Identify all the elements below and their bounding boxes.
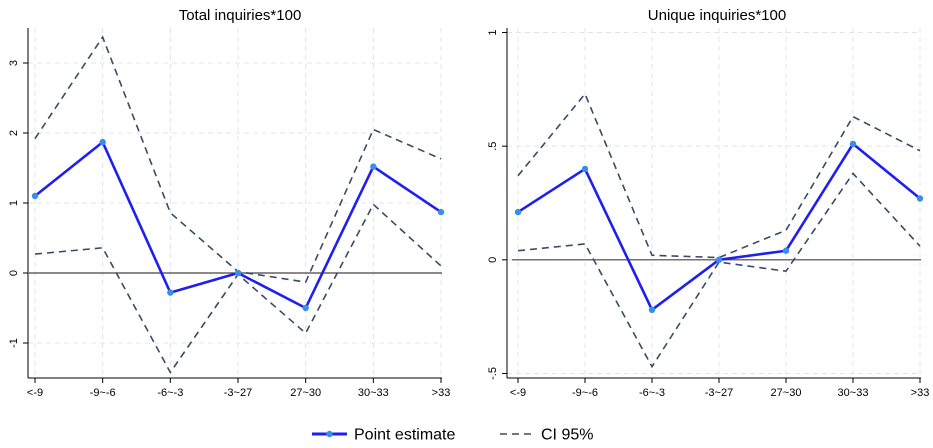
x-tick-label: 27~30 [771, 387, 802, 399]
point-estimate-marker [370, 163, 377, 170]
point-estimate-marker [782, 247, 790, 254]
point-estimate-marker [302, 304, 309, 312]
legend-point-estimate-marker [326, 430, 333, 438]
point-estimate-marker [916, 195, 924, 202]
y-tick-label: -.5 [487, 367, 499, 380]
chart-title: Unique inquiries*100 [648, 7, 786, 24]
x-tick-label: 30~33 [358, 387, 389, 399]
x-tick-label: -9~-6 [572, 387, 598, 399]
point-estimate-marker [99, 138, 106, 146]
ci-lower-line [517, 172, 921, 369]
point-estimate-marker [514, 208, 522, 216]
y-tick-label: .5 [487, 142, 499, 151]
y-tick-label: 3 [8, 60, 20, 66]
panel-unique-inquiries: Unique inquiries*100 -.5 0 .5 1 <-9 -9~-6 -6~-3… [487, 7, 929, 399]
x-tick-label: -6~-3 [157, 387, 183, 399]
legend: Point estimate CI 95% [312, 427, 593, 444]
point-estimate-marker [234, 269, 242, 277]
point-estimate-marker [648, 306, 656, 314]
point-estimate-marker [849, 140, 857, 148]
point-estimate-marker [31, 192, 39, 200]
y-tick-label: 2 [8, 130, 20, 136]
x-tick-label: -9~-6 [90, 387, 116, 399]
legend-point-estimate-label: Point estimate [354, 427, 455, 444]
y-tick-label: 1 [8, 200, 20, 206]
x-tick-label: 30~33 [838, 387, 869, 399]
point-estimate-marker [715, 256, 723, 264]
point-estimate-marker [167, 289, 174, 296]
y-tick-label: 0 [8, 270, 20, 276]
x-tick-label: <-9 [510, 387, 526, 399]
chart-title: Total inquiries*100 [179, 7, 302, 24]
x-tick-label: -3~27 [224, 387, 252, 399]
y-tick-label: 1 [487, 29, 499, 35]
panel-total-inquiries: Total inquiries*100 -1 0 1 2 3 <-9 -9~-6 -6~-3 -3… [8, 7, 450, 399]
y-tick-label: -1 [8, 338, 20, 348]
point-estimate-marker [437, 208, 445, 216]
legend-ci-label: CI 95% [541, 427, 593, 444]
x-tick-label: -3~27 [705, 387, 733, 399]
point-estimate-marker [581, 165, 589, 173]
x-tick-label: <-9 [27, 387, 43, 399]
y-tick-label: 0 [487, 257, 499, 263]
x-tick-label: >33 [911, 387, 930, 399]
x-tick-label: >33 [432, 387, 451, 399]
x-tick-label: -6~-3 [639, 387, 665, 399]
x-tick-label: 27~30 [290, 387, 321, 399]
